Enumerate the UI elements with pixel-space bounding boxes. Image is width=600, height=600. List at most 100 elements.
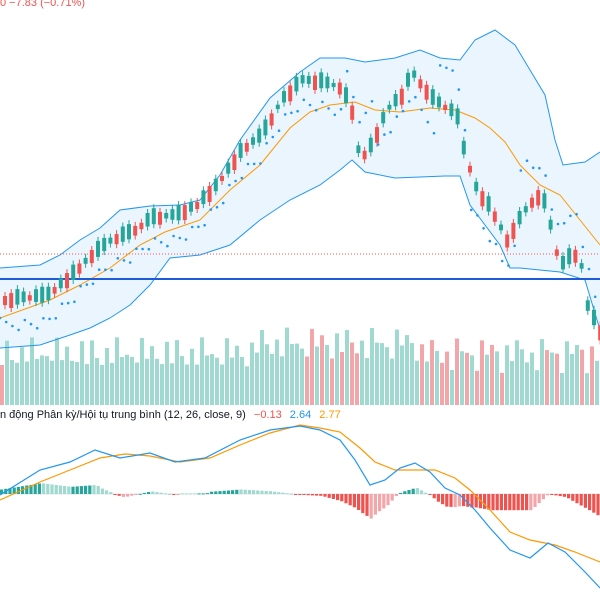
candle-body bbox=[406, 72, 410, 87]
macd-histogram-bar bbox=[588, 494, 592, 511]
macd-histogram-bar bbox=[567, 494, 571, 499]
macd-signal-value: 2.77 bbox=[319, 409, 341, 421]
bollinger-upper-line bbox=[0, 29, 600, 269]
volume-bar bbox=[25, 361, 29, 405]
sar-dot bbox=[277, 129, 281, 132]
sar-dot bbox=[116, 257, 120, 260]
macd-histogram-bar bbox=[562, 494, 566, 497]
volume-bar bbox=[45, 356, 49, 405]
macd-histogram-bar bbox=[210, 491, 214, 494]
candle-body bbox=[96, 240, 100, 257]
volume-bar bbox=[65, 346, 69, 405]
candle-body bbox=[269, 113, 274, 126]
macd-histogram-bar bbox=[373, 494, 377, 515]
volume-bar bbox=[375, 342, 379, 405]
macd-histogram-bar bbox=[163, 493, 167, 495]
candle-body bbox=[468, 165, 472, 173]
macd-histogram-bar bbox=[575, 494, 579, 504]
sar-dot bbox=[426, 120, 430, 124]
candle-body bbox=[232, 154, 237, 170]
macd-histogram-bar bbox=[138, 493, 142, 495]
sar-dot bbox=[271, 135, 275, 139]
macd-histogram-bar bbox=[483, 494, 487, 509]
macd-histogram-bar bbox=[340, 494, 344, 502]
candle-body bbox=[102, 237, 107, 252]
volume-bar bbox=[115, 337, 119, 405]
sar-dot bbox=[519, 169, 523, 172]
macd-histogram-bar bbox=[348, 494, 352, 506]
sar-dot bbox=[494, 242, 498, 246]
sar-dot bbox=[221, 201, 225, 205]
sar-dot bbox=[581, 245, 585, 249]
macd-histogram bbox=[0, 483, 600, 519]
macd-histogram-bar bbox=[428, 494, 432, 495]
macd-histogram-bar bbox=[596, 494, 600, 516]
sar-dot bbox=[482, 227, 485, 230]
candle-body bbox=[592, 309, 596, 326]
volume-bar bbox=[395, 329, 399, 405]
volume-bar bbox=[305, 356, 309, 405]
volume-bar bbox=[580, 349, 584, 405]
macd-histogram-bar bbox=[336, 494, 340, 501]
volume-bar bbox=[210, 354, 214, 405]
volume-bar bbox=[30, 337, 34, 405]
volume-bar bbox=[15, 362, 19, 405]
volume-bar bbox=[500, 372, 504, 405]
macd-histogram-bar bbox=[273, 491, 277, 494]
candle-body bbox=[46, 286, 51, 301]
sar-dot bbox=[184, 238, 188, 241]
volume-bar bbox=[265, 344, 269, 405]
macd-histogram-bar bbox=[130, 494, 134, 496]
candle-body bbox=[52, 287, 57, 294]
price-change-label: 0 −7.83 (−0.71%) bbox=[0, 0, 86, 9]
volume-bar bbox=[145, 358, 149, 405]
volume-bar bbox=[280, 356, 284, 405]
volume-bar bbox=[125, 354, 129, 405]
macd-histogram-bar bbox=[25, 485, 29, 494]
sar-dot bbox=[66, 301, 70, 305]
sar-dot bbox=[0, 316, 2, 320]
candle-body bbox=[226, 162, 231, 174]
sar-dot bbox=[11, 324, 14, 328]
candle-body bbox=[158, 211, 162, 225]
sar-dot bbox=[296, 109, 299, 113]
macd-histogram-bar bbox=[436, 494, 440, 502]
macd-histogram-bar bbox=[260, 490, 264, 494]
macd-histogram-bar bbox=[453, 494, 457, 508]
macd-histogram-bar bbox=[386, 494, 390, 506]
price-chart-pane[interactable] bbox=[0, 0, 600, 405]
sar-dot bbox=[445, 66, 448, 70]
candle-body bbox=[387, 104, 392, 110]
volume-bar bbox=[35, 358, 39, 405]
volume-bar bbox=[380, 343, 384, 405]
macd-histogram-bar bbox=[126, 494, 130, 497]
volume-bar bbox=[20, 347, 24, 405]
sar-dot bbox=[42, 317, 45, 320]
volume-bar bbox=[400, 345, 404, 405]
candle-body bbox=[257, 128, 262, 143]
volume-bar bbox=[135, 362, 139, 405]
macd-histogram-bar bbox=[155, 492, 159, 494]
sar-dot bbox=[259, 162, 262, 165]
macd-histogram-bar bbox=[298, 494, 302, 495]
macd-histogram-bar bbox=[558, 494, 562, 497]
candle-body bbox=[21, 291, 26, 303]
macd-histogram-bar bbox=[235, 489, 239, 494]
sar-dot bbox=[389, 130, 392, 134]
candle-body bbox=[480, 191, 485, 207]
volume-bar bbox=[475, 370, 479, 405]
volume-bar bbox=[5, 340, 9, 405]
volume-bar bbox=[315, 346, 319, 405]
volume-bar bbox=[245, 366, 249, 405]
volume-bar bbox=[200, 337, 204, 405]
parabolic-sar bbox=[0, 64, 597, 332]
volume-bar bbox=[490, 345, 494, 405]
sar-dot bbox=[339, 107, 343, 111]
volume-bar bbox=[550, 352, 554, 405]
macd-histogram-bar bbox=[134, 494, 138, 495]
volume-bar bbox=[325, 345, 329, 405]
sar-dot bbox=[141, 247, 144, 251]
candle-body bbox=[207, 186, 212, 202]
